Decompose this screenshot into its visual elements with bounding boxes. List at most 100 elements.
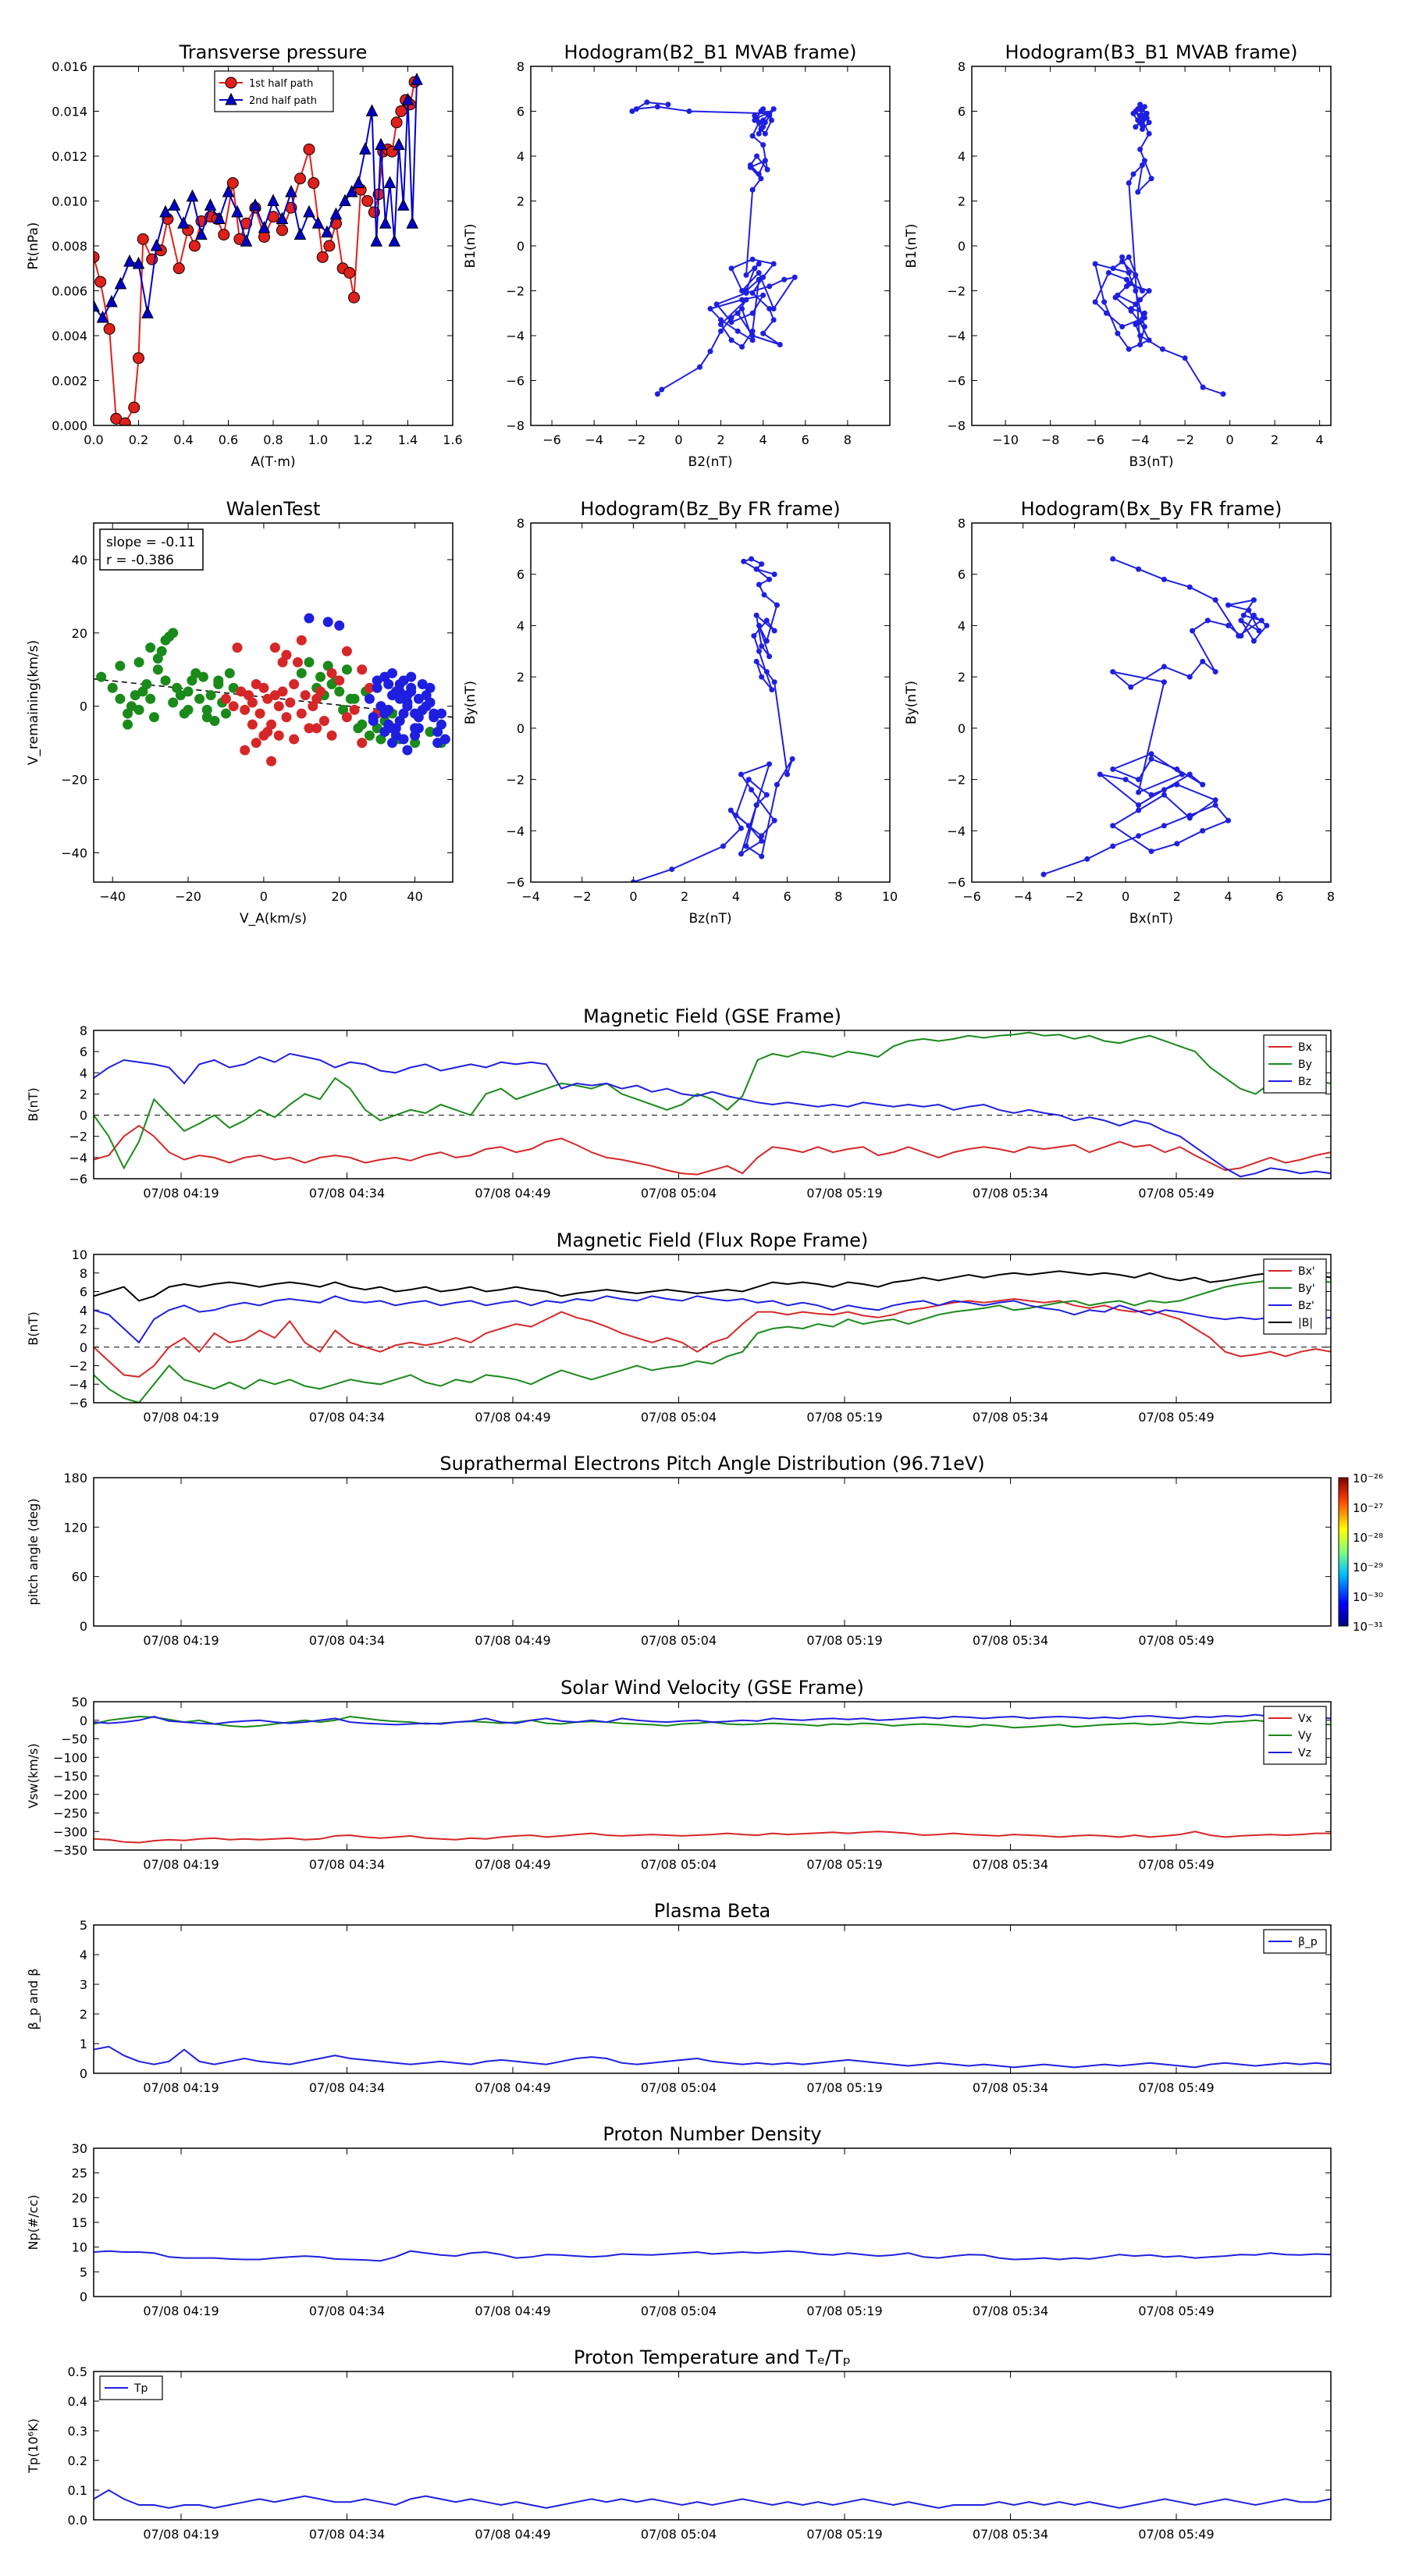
hodo_b3b1-ytick-label: −4 <box>947 329 966 343</box>
transverse-series-1-point <box>339 194 351 206</box>
walen-green-point <box>315 671 326 682</box>
transverse-series-1-point <box>276 212 289 224</box>
hodo_bzby-plot-frame <box>530 522 891 883</box>
hodo_bxby-point <box>1161 664 1167 670</box>
hodo_bxby-point <box>1246 607 1252 614</box>
beta-ytick-label: 1 <box>80 2037 87 2051</box>
pitch-xtick-label: 07/08 05:49 <box>1138 1633 1214 1648</box>
temperature-ytick-label: 0.1 <box>68 2483 87 2498</box>
hodo_b2b1-point <box>756 276 762 283</box>
transverse-panel: Transverse pressure A(T·m) Pt(nPa) 0.0 0.2 0.… <box>26 41 463 470</box>
hodo_bxby-point <box>1240 612 1247 618</box>
hodo_b2b1-point <box>659 386 665 393</box>
walen-green-point <box>334 686 345 697</box>
hodo_bxby-point <box>1161 823 1167 829</box>
walen-green-point <box>194 693 205 704</box>
walen-blue-point <box>364 693 375 704</box>
velocity-plot-frame <box>93 1701 1332 1851</box>
walen-red-point <box>240 704 251 715</box>
hodo_bzby-point <box>759 643 765 649</box>
transverse-series-0-point <box>119 417 131 425</box>
hodo_b3b1-point <box>1133 301 1139 308</box>
velocity-xtick-label: 07/08 05:19 <box>806 1857 882 1872</box>
hodo_b3b1-point <box>1133 109 1139 114</box>
transverse-series-0-point <box>316 251 329 263</box>
hodo_b3b1-ylabel: B1(nT) <box>904 224 919 269</box>
walen-green-point <box>115 660 126 671</box>
fr_field-xtick-label: 07/08 04:34 <box>309 1410 385 1425</box>
transverse-series-1-point <box>132 256 145 269</box>
hodo_bxby-point <box>1161 792 1167 798</box>
transverse-xtick-label: 1.2 <box>353 432 372 447</box>
hodo_b2b1-point <box>770 261 777 267</box>
walen-blue-point <box>387 723 398 734</box>
hodo_bzby-point <box>759 853 765 859</box>
transverse-series-1-point <box>393 137 405 151</box>
transverse-ylabel: Pt(nPa) <box>26 222 41 270</box>
transverse-series-1-point <box>329 207 343 220</box>
transverse-xlabel: A(T·m) <box>251 454 295 470</box>
gse_field-ytick-label: −6 <box>69 1172 87 1187</box>
hodo_bxby-point <box>1110 766 1116 772</box>
walen-green-point <box>353 723 364 734</box>
hodo_b2b1-point <box>654 391 660 397</box>
hodo_bxby-point <box>1212 797 1218 803</box>
colorbar-tick-label: 10⁻³¹ <box>1353 1620 1383 1634</box>
transverse-series-1-point <box>352 176 365 188</box>
hodo_bxby-point <box>1236 633 1242 639</box>
hodo_b3b1-title: Hodogram(B3_B1 MVAB frame) <box>1005 41 1298 63</box>
hodo_b3b1-point <box>1182 355 1188 361</box>
hodo_bxby-point <box>1225 602 1232 608</box>
fr_field-ytick-label: 6 <box>80 1285 87 1300</box>
walen-xtick-label: 0 <box>260 889 268 904</box>
gse_field-data-area <box>94 1031 1331 1178</box>
hodo_b2b1-point <box>756 261 762 267</box>
hodo_b2b1-point <box>781 276 788 283</box>
temperature-series-blue-line <box>94 2489 1331 2509</box>
gse_field-legend-label: Bx <box>1298 1041 1312 1054</box>
transverse-series-0-point <box>343 267 356 279</box>
fr_field-xtick-label: 07/08 04:19 <box>143 1410 219 1425</box>
walen-ytick-label: −20 <box>61 773 87 788</box>
hodo_bxby-point <box>1186 771 1193 777</box>
walen-panel: WalenTest V_A(km/s) V_remaining(km/s) −40 −2… <box>26 498 454 927</box>
hodo_b2b1-point <box>707 306 713 311</box>
hodo_bzby-point <box>771 817 777 824</box>
gse_field-ytick-label: 6 <box>80 1044 87 1059</box>
hodo_bxby-panel: Hodogram(Bx_By FR frame) Bx(nT) By(nT) −6 −4… <box>904 498 1335 927</box>
gse_field-plot-frame <box>93 1030 1332 1179</box>
walen-red-point <box>258 682 269 693</box>
hodo_b2b1-point <box>718 322 724 328</box>
hodo_bzby-point <box>738 825 744 831</box>
walen-green-point <box>220 708 231 719</box>
walen-ytick-label: 20 <box>72 626 87 641</box>
hodo_b3b1-xtick-label: −6 <box>1086 432 1104 447</box>
hodo_b2b1-point <box>760 142 767 148</box>
pitch-ytick-label: 120 <box>63 1520 87 1535</box>
hodo_bzby-xtick-label: −4 <box>521 889 540 904</box>
hodo_bzby-xtick-label: 10 <box>882 889 898 904</box>
hodo_bzby-point <box>784 771 791 777</box>
transverse-series-0-point <box>323 240 336 252</box>
walen-blue-point <box>410 730 421 741</box>
transverse-series-1-point <box>123 254 136 267</box>
transverse-series-1-point <box>267 194 279 206</box>
walen-blue-point <box>402 745 413 756</box>
walen-red-point <box>296 635 307 646</box>
transverse-ytick-label: 0.014 <box>52 105 87 119</box>
hodo_bzby-ylabel: By(nT) <box>463 681 478 724</box>
hodo_b2b1-panel: Hodogram(B2_B1 MVAB frame) B2(nT) B1(nT) −6… <box>463 41 891 470</box>
density-ytick-label: 10 <box>72 2240 87 2255</box>
hodo_bzby-point <box>771 628 777 634</box>
velocity-ytick-label: −250 <box>53 1806 87 1821</box>
beta-xtick-label: 07/08 05:34 <box>973 2080 1048 2095</box>
walen-blue-point <box>383 679 394 690</box>
hodo_bxby-xtick-label: −4 <box>1014 889 1033 904</box>
hodo_b3b1-point <box>1141 315 1147 321</box>
walen-red-point <box>349 704 360 715</box>
hodo_bxby-point <box>1136 789 1142 795</box>
hodo_b3b1-point <box>1123 283 1129 290</box>
hodo_b3b1-point <box>1144 115 1150 121</box>
walen-data-area <box>94 613 453 767</box>
walen-red-point <box>228 701 239 712</box>
